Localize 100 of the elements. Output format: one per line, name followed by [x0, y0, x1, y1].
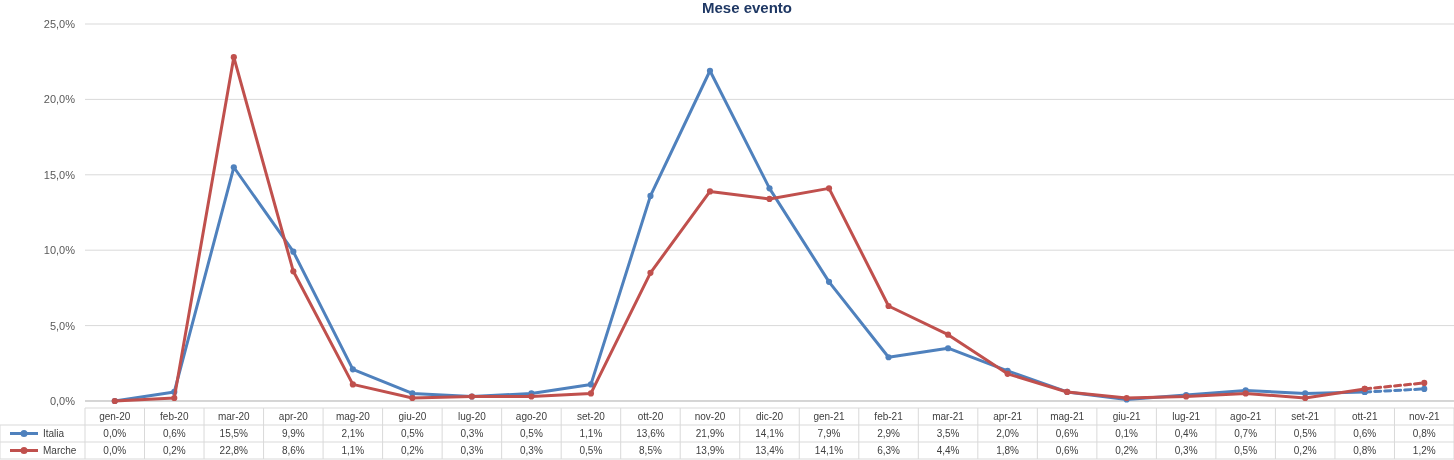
data-label: 0,5% — [400, 428, 424, 439]
data-label: 1,1% — [579, 428, 603, 439]
point — [706, 188, 714, 195]
x-tick-label: gen-20 — [99, 411, 131, 422]
y-tick-label: 10,0% — [43, 244, 76, 257]
data-label: 2,1% — [341, 428, 365, 439]
point — [587, 381, 595, 388]
text: 0,8% — [1412, 428, 1436, 439]
data-label: 13,4% — [755, 445, 784, 456]
point — [349, 366, 356, 373]
data-label: 21,9% — [695, 428, 725, 439]
point — [409, 394, 416, 402]
data-label: 0,2% — [1115, 445, 1139, 456]
text: 1,2% — [1412, 445, 1436, 456]
legend-label: Marche — [43, 445, 77, 456]
x-tick-label: ott-21 — [1351, 411, 1378, 422]
data-label: 3,5% — [936, 428, 960, 439]
x-tick-label: set-20 — [577, 411, 606, 422]
point — [290, 248, 297, 255]
data-label: 0,3% — [520, 445, 543, 456]
data-label: 0,0% — [103, 445, 127, 456]
data-label: 0,5% — [579, 445, 603, 456]
data-label: 14,1% — [755, 428, 784, 439]
data-label: 2,9% — [877, 428, 901, 439]
data-label: 0,8% — [1353, 445, 1377, 456]
data-label: 7,9% — [817, 428, 841, 439]
point — [766, 185, 773, 192]
data-label: 15,5% — [219, 428, 249, 439]
y-tick-label: 20,0% — [43, 93, 76, 106]
data-label: 14,1% — [814, 445, 844, 456]
y-tick-label: 5,0% — [49, 319, 76, 332]
data-label: 0,3% — [460, 445, 484, 456]
data-label: 0,5% — [1234, 445, 1258, 456]
x-tick-label: set-21 — [1291, 411, 1320, 422]
data-label: 0,3% — [1174, 445, 1198, 456]
point — [587, 390, 595, 397]
x-tick-label: giu-21 — [1112, 411, 1141, 422]
data-label: 0,2% — [1293, 445, 1317, 456]
x-tick-label: ago-21 — [1230, 411, 1262, 422]
point — [885, 354, 892, 361]
y-tick-label: 15,0% — [43, 168, 76, 181]
data-label: 0,0% — [103, 428, 127, 439]
data-label: 8,6% — [281, 445, 305, 456]
data-label: 0,2% — [400, 445, 424, 456]
data-label: 0,3% — [460, 428, 484, 439]
data-label: 0,6% — [1353, 428, 1377, 439]
data-label: 22,8% — [219, 445, 249, 456]
data-label: 0,5% — [520, 428, 543, 439]
x-tick-label: mar-21 — [932, 411, 965, 422]
point — [230, 164, 237, 171]
x-tick-label: nov-21 — [1408, 411, 1440, 422]
x-tick-label: giu-20 — [398, 411, 427, 422]
x-tick-label: ago-20 — [515, 411, 548, 422]
point — [944, 331, 952, 338]
y-tick-label: 25,0% — [43, 18, 76, 31]
point — [825, 278, 833, 285]
point — [230, 54, 237, 61]
x-tick-label: mar-20 — [217, 411, 251, 422]
data-label: 8,5% — [639, 445, 662, 456]
point — [825, 185, 833, 192]
point — [706, 67, 714, 74]
data-label: 0,6% — [1055, 445, 1079, 456]
x-tick-label: mag-21 — [1050, 411, 1085, 422]
data-label: 1,8% — [996, 445, 1020, 456]
x-tick-label: feb-21 — [874, 411, 904, 422]
data-label: 9,9% — [281, 428, 305, 439]
point — [171, 394, 178, 402]
data-label: 0,1% — [1115, 428, 1139, 439]
data-label: 0,6% — [162, 428, 186, 439]
data-label: 0,2% — [162, 445, 186, 456]
y-tick-label: 0,0% — [49, 395, 76, 408]
point — [1421, 379, 1428, 386]
data-label: 4,4% — [936, 445, 960, 456]
data-label: 0,6% — [1055, 428, 1079, 439]
data-label: 13,6% — [636, 428, 665, 439]
x-tick-label: ott-20 — [637, 411, 664, 422]
x-tick-label: apr-21 — [993, 411, 1023, 422]
chart-title: Mese evento — [701, 0, 793, 16]
x-tick-label: lug-21 — [1172, 411, 1201, 422]
data-label: 0,7% — [1234, 428, 1258, 439]
data-label: 2,0% — [996, 428, 1020, 439]
point — [1302, 394, 1309, 402]
x-tick-label: mag-20 — [335, 411, 371, 422]
point — [766, 195, 773, 203]
point — [1421, 385, 1428, 393]
data-label: 6,3% — [877, 445, 901, 456]
point — [290, 268, 297, 275]
point — [647, 269, 654, 276]
x-tick-label: nov-20 — [694, 411, 726, 422]
point — [349, 381, 356, 388]
data-label: 0,4% — [1174, 428, 1198, 439]
point — [944, 345, 952, 352]
point — [647, 192, 654, 199]
data-label: 13,9% — [695, 445, 725, 456]
x-tick-label: apr-20 — [278, 411, 309, 422]
data-label: 1,1% — [341, 445, 365, 456]
x-tick-label: feb-20 — [160, 411, 189, 422]
data-label: 0,5% — [1293, 428, 1317, 439]
point — [885, 302, 892, 310]
x-tick-label: dic-20 — [755, 411, 784, 422]
